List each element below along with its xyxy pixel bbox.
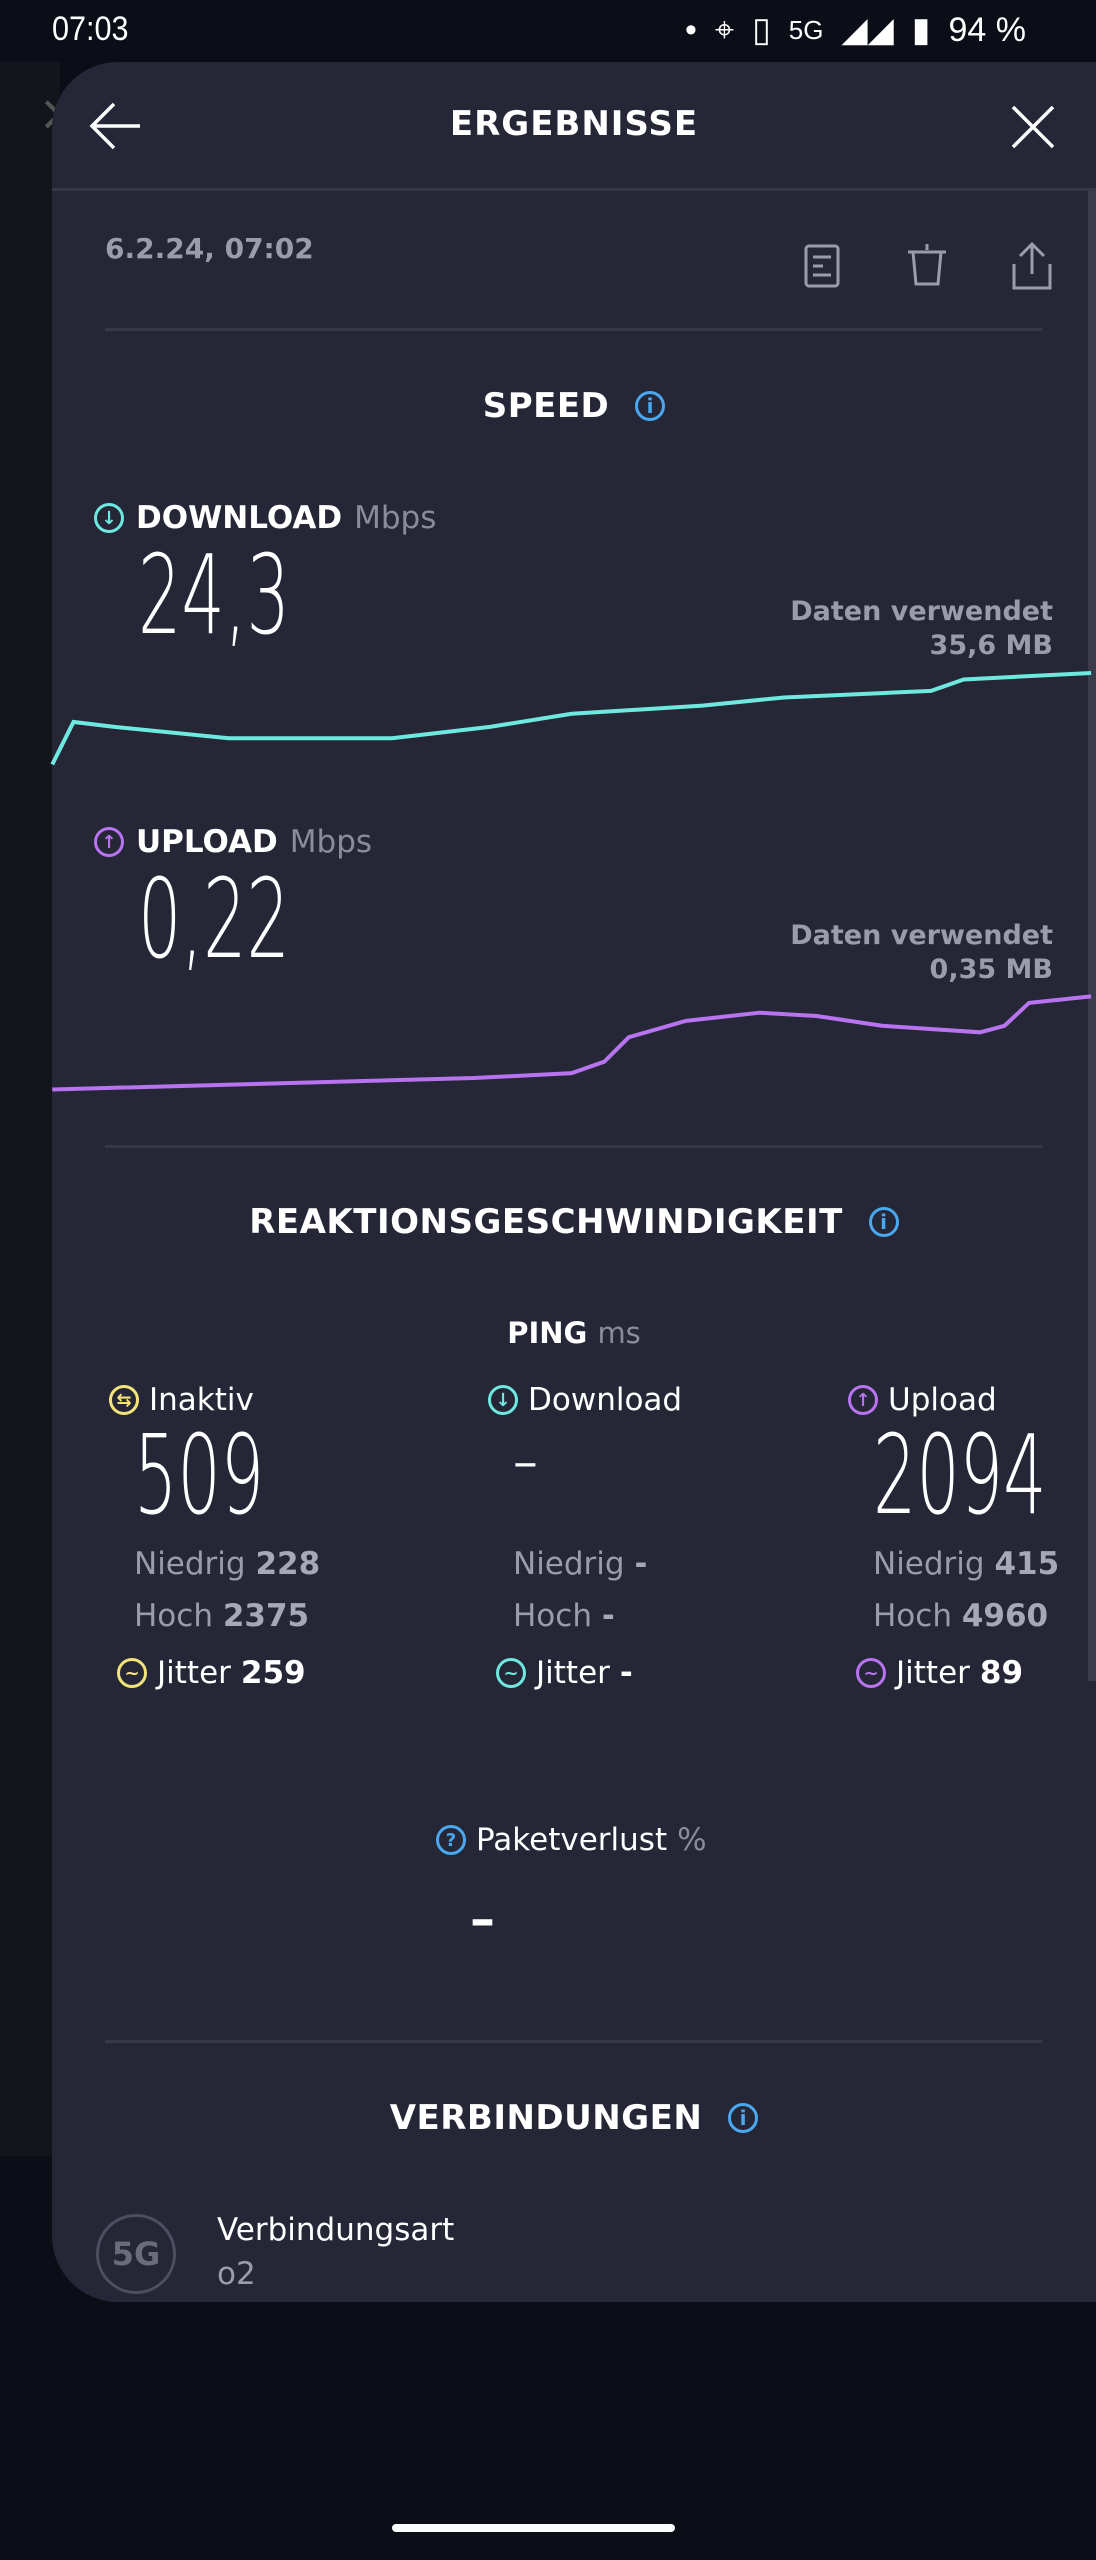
status-bar: 07:03 • ⌖ ▯ 5G ◢◢ ▮ 94 % [0,0,1096,62]
ping-label: PING ms [507,1316,641,1350]
packet-loss-value: – [470,1890,495,1948]
upload-label: ↑ UPLOAD Mbps [94,824,372,860]
ping-high: Hoch - [513,1598,615,1634]
ping-type-icon: ⇆ [109,1385,139,1415]
status-time: 07:03 [52,10,129,48]
info-icon[interactable]: i [728,2103,759,2133]
ping-type-icon: ↑ [848,1385,878,1415]
speed-section-title: SPEED i [52,386,1096,426]
ping-high: Hoch 2375 [134,1598,310,1634]
results-sheet [52,62,1096,2302]
ping-value: 509 [134,1411,265,1539]
download-speed-value: 24,3 [138,531,290,659]
upload-data-used: Daten verwendet 0,35 MB [790,920,1053,985]
connection-type-value: o2 [217,2256,256,2292]
info-icon[interactable]: i [868,1207,899,1237]
network-type: 5G [788,14,824,45]
trash-icon[interactable] [906,242,948,288]
jitter: ~ Jitter - [496,1655,633,1691]
connections-section-title: VERBINDUNGEN i [52,2098,1096,2138]
5g-badge-icon: 5G [96,2214,176,2294]
download-arrow-icon: ↓ [94,503,124,533]
background-screen: × [0,62,80,2156]
ping-column-1-label: ↓ Download [488,1382,682,1418]
connection-type-label: Verbindungsart [217,2212,455,2248]
ping-high: Hoch 4960 [873,1598,1049,1634]
signal-icon: ◢◢ [841,11,894,49]
notification-dot-icon: • [685,10,697,49]
jitter: ~ Jitter 259 [117,1655,306,1691]
vibrate-icon: ▯ [752,11,771,49]
ping-type-icon: ↓ [488,1385,518,1415]
jitter-wave-icon: ~ [496,1658,526,1688]
scrollbar[interactable] [1088,191,1096,1681]
jitter-wave-icon: ~ [856,1658,886,1688]
close-icon[interactable] [1010,104,1056,150]
ping-value: 2094 [873,1411,1047,1539]
back-arrow-icon[interactable] [88,100,144,152]
divider [105,1145,1042,1148]
ping-column-0-label: ⇆ Inaktiv [109,1382,254,1418]
download-label: ↓ DOWNLOAD Mbps [94,500,436,536]
ping-low: Niedrig - [513,1546,648,1582]
ping-column-2-label: ↑ Upload [848,1382,997,1418]
reaction-section-title: REAKTIONSGESCHWINDIGKEIT i [52,1202,1096,1242]
share-icon[interactable] [1010,240,1054,290]
battery-level: 94 % [948,10,1027,49]
jitter: ~ Jitter 89 [856,1655,1023,1691]
document-icon[interactable] [804,244,840,288]
divider [105,328,1042,331]
download-data-used: Daten verwendet 35,6 MB [790,596,1053,661]
divider [105,2040,1042,2043]
ping-low: Niedrig 228 [134,1546,321,1582]
upload-speed-value: 0,22 [138,855,290,983]
packet-loss-label: ? Paketverlust% [436,1822,707,1858]
ping-value: – [513,1413,538,1506]
battery-icon: ▮ [911,11,931,49]
page-title: ERGEBNISSE [449,104,699,144]
info-icon[interactable]: i [635,391,666,421]
ping-low: Niedrig 415 [873,1546,1060,1582]
result-date: 6.2.24, 07:02 [105,232,314,265]
upload-arrow-icon: ↑ [94,827,124,857]
home-indicator[interactable] [392,2524,675,2532]
jitter-wave-icon: ~ [117,1658,147,1688]
location-icon: ⌖ [714,10,735,49]
question-icon[interactable]: ? [436,1825,466,1855]
header-divider [52,188,1096,191]
